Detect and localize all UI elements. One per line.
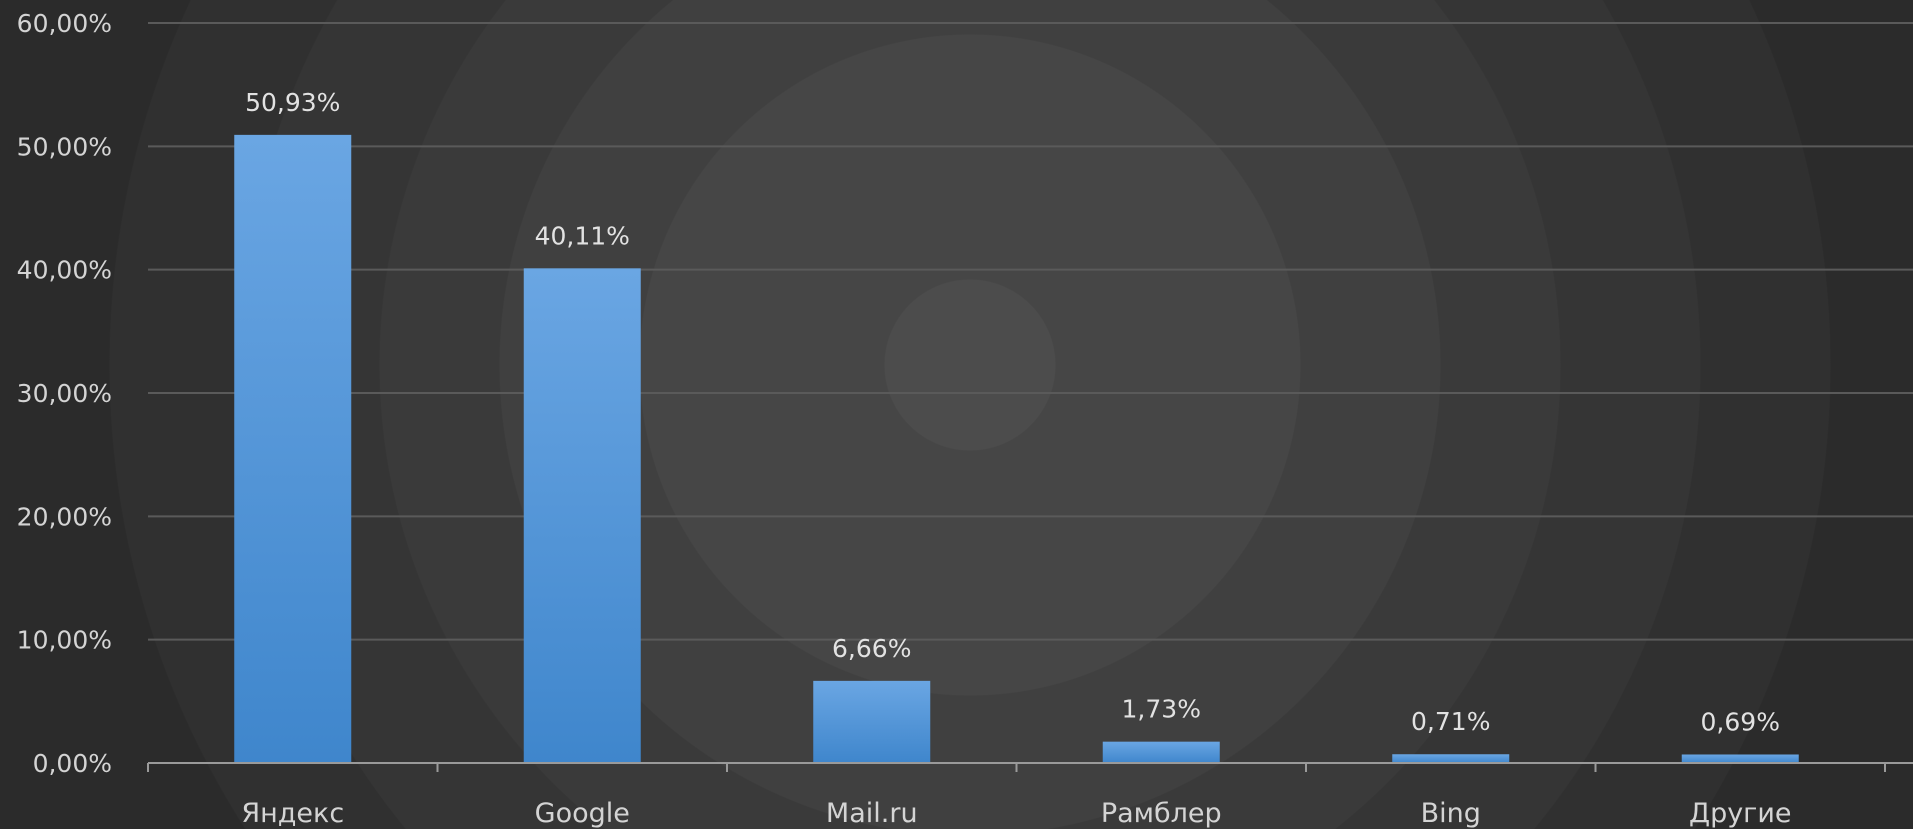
bar [1392,754,1510,763]
data-label: 40,11% [535,221,630,250]
x-tick-label: Google [535,798,630,829]
bar [813,680,931,763]
data-label: 0,69% [1701,707,1780,736]
bars [234,134,1799,763]
data-label: 1,73% [1122,695,1201,724]
y-tick-label: 10,00% [17,626,112,655]
gridlines [148,22,1913,641]
x-tick-label: Bing [1421,798,1481,829]
x-tick-label: Mail.ru [826,798,918,829]
data-label: 0,71% [1411,707,1490,736]
x-tick-label: Другие [1689,798,1792,829]
bar [1681,754,1799,763]
bar [234,134,352,763]
y-tick-label: 40,00% [17,256,112,285]
y-tick-label: 50,00% [17,132,112,161]
data-label: 50,93% [245,88,340,117]
bar [523,268,641,763]
y-tick-label: 30,00% [17,379,112,408]
x-axis: Яндекс Google Mail.ru Рамблер Bing Другие [147,762,1913,829]
x-tick-label: Яндекс [241,798,344,829]
y-tick-label: 60,00% [17,9,112,38]
data-label: 6,66% [832,634,911,663]
x-tick-label: Рамблер [1101,798,1222,829]
y-tick-label: 20,00% [17,502,112,531]
data-labels: 50,93% 40,11% 6,66% 1,73% 0,71% 0,69% [245,88,1780,737]
bar [1102,741,1220,763]
y-axis: 0,00% 10,00% 20,00% 30,00% 40,00% 50,00% 60,00… [17,9,112,778]
y-tick-label: 0,00% [33,749,112,778]
